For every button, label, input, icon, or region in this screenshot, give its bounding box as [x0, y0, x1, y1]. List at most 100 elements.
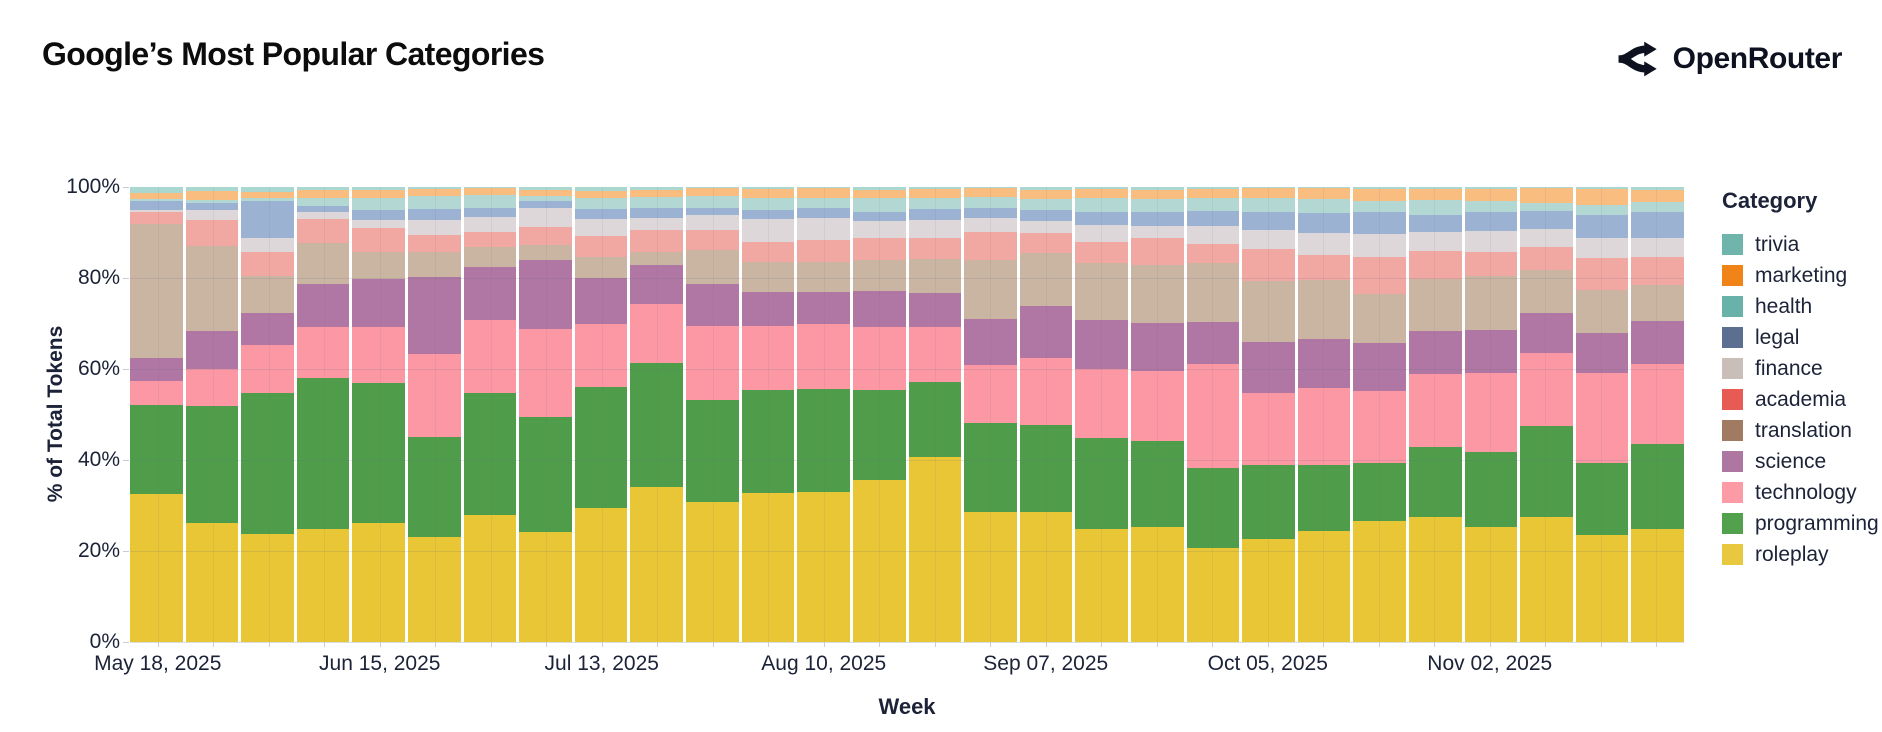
- bar-segment-legal[interactable]: [1575, 215, 1629, 239]
- bar-segment-legal[interactable]: [1520, 210, 1573, 230]
- bar-segment-programming[interactable]: [463, 393, 517, 516]
- bar-segment-technology[interactable]: [352, 326, 406, 384]
- bar-segment-legal[interactable]: [408, 209, 461, 221]
- bar-segment-programming[interactable]: [1130, 440, 1184, 528]
- bar-segment-technology[interactable]: [1575, 372, 1629, 464]
- bar-segment-programming[interactable]: [352, 383, 406, 524]
- bar-segment-translation[interactable]: [1520, 269, 1573, 313]
- bar-segment-marketing[interactable]: [296, 190, 350, 198]
- bar-segment-finance[interactable]: [630, 217, 684, 231]
- bar-segment-trivia[interactable]: [130, 187, 183, 193]
- bar-segment-health[interactable]: [797, 198, 850, 209]
- bar-segment-programming[interactable]: [908, 381, 962, 457]
- bar-segment-trivia[interactable]: [1130, 187, 1184, 191]
- bar-segment-legal[interactable]: [352, 210, 406, 221]
- bar-segment-finance[interactable]: [1297, 232, 1351, 255]
- bar-segment-legal[interactable]: [686, 207, 739, 216]
- bar-segment-science[interactable]: [1019, 306, 1073, 359]
- bar-segment-roleplay[interactable]: [1075, 529, 1128, 642]
- bar-segment-legal[interactable]: [130, 200, 183, 211]
- bar-segment-programming[interactable]: [185, 406, 239, 524]
- bar-segment-marketing[interactable]: [1186, 189, 1240, 199]
- bar-segment-finance[interactable]: [185, 210, 239, 221]
- bar-segment-technology[interactable]: [630, 303, 684, 364]
- bar-segment-academia[interactable]: [1242, 249, 1295, 281]
- bar-segment-legal[interactable]: [908, 209, 962, 221]
- bar-segment-technology[interactable]: [1075, 368, 1128, 439]
- bar-segment-science[interactable]: [797, 291, 850, 324]
- bar-segment-programming[interactable]: [852, 389, 906, 481]
- bar-segment-technology[interactable]: [574, 323, 628, 387]
- bar-segment-marketing[interactable]: [130, 192, 183, 200]
- bar-segment-health[interactable]: [686, 196, 739, 208]
- bar-segment-finance[interactable]: [1075, 225, 1128, 242]
- bar-segment-finance[interactable]: [519, 208, 572, 227]
- bar-segment-academia[interactable]: [408, 234, 461, 252]
- bar-segment-academia[interactable]: [686, 230, 739, 250]
- bar-segment-roleplay[interactable]: [1186, 548, 1240, 642]
- bar-segment-health[interactable]: [1409, 200, 1462, 216]
- bar-segment-academia[interactable]: [130, 212, 183, 225]
- bar-segment-academia[interactable]: [1631, 256, 1685, 286]
- bar-segment-technology[interactable]: [241, 344, 294, 394]
- bar-segment-technology[interactable]: [296, 326, 350, 379]
- bar-segment-legal[interactable]: [1186, 210, 1240, 227]
- bar-segment-legal[interactable]: [1075, 211, 1128, 226]
- bar-segment-science[interactable]: [741, 291, 795, 326]
- bar-segment-academia[interactable]: [1575, 258, 1629, 290]
- bar-segment-marketing[interactable]: [1409, 189, 1462, 201]
- bar-segment-programming[interactable]: [1409, 446, 1462, 518]
- bar-segment-finance[interactable]: [296, 211, 350, 220]
- bar-segment-translation[interactable]: [185, 245, 239, 331]
- bar-segment-academia[interactable]: [1464, 251, 1518, 277]
- bar-segment-academia[interactable]: [185, 220, 239, 246]
- bar-segment-legal[interactable]: [1130, 211, 1184, 227]
- bar-segment-programming[interactable]: [686, 399, 739, 502]
- bar-segment-trivia[interactable]: [1075, 187, 1128, 190]
- bar-segment-marketing[interactable]: [408, 189, 461, 197]
- bar-segment-technology[interactable]: [908, 327, 962, 382]
- legend-item-science[interactable]: science: [1722, 446, 1880, 477]
- bar-segment-science[interactable]: [1130, 322, 1184, 371]
- bar-segment-translation[interactable]: [1353, 293, 1407, 343]
- bar-segment-technology[interactable]: [1186, 364, 1240, 469]
- bar-segment-health[interactable]: [1297, 199, 1351, 213]
- bar-segment-marketing[interactable]: [241, 191, 294, 199]
- bar-segment-finance[interactable]: [1409, 231, 1462, 251]
- bar-segment-marketing[interactable]: [964, 188, 1017, 197]
- bar-segment-programming[interactable]: [519, 416, 572, 532]
- bar-segment-health[interactable]: [408, 196, 461, 210]
- bar-segment-health[interactable]: [964, 196, 1017, 209]
- bar-segment-legal[interactable]: [964, 208, 1017, 218]
- bar-segment-finance[interactable]: [1353, 233, 1407, 257]
- bar-segment-translation[interactable]: [686, 249, 739, 284]
- bar-segment-health[interactable]: [1520, 202, 1573, 211]
- bar-segment-technology[interactable]: [130, 380, 183, 405]
- bar-segment-programming[interactable]: [1186, 468, 1240, 549]
- bar-segment-academia[interactable]: [1130, 237, 1184, 265]
- bar-segment-finance[interactable]: [852, 220, 906, 238]
- bar-segment-marketing[interactable]: [185, 191, 239, 200]
- bar-segment-academia[interactable]: [1186, 243, 1240, 264]
- bar-segment-technology[interactable]: [463, 319, 517, 394]
- bar-segment-programming[interactable]: [1075, 438, 1128, 530]
- bar-segment-health[interactable]: [1575, 205, 1629, 216]
- bar-segment-translation[interactable]: [1186, 263, 1240, 322]
- bar-segment-legal[interactable]: [574, 209, 628, 220]
- bar-segment-legal[interactable]: [1409, 215, 1462, 232]
- bar-segment-marketing[interactable]: [1353, 189, 1407, 201]
- bar-segment-legal[interactable]: [519, 200, 572, 209]
- bar-segment-finance[interactable]: [241, 238, 294, 253]
- bar-segment-legal[interactable]: [185, 203, 239, 211]
- bar-segment-roleplay[interactable]: [1353, 520, 1407, 642]
- bar-segment-finance[interactable]: [352, 220, 406, 229]
- bar-segment-trivia[interactable]: [352, 187, 406, 191]
- bar-segment-technology[interactable]: [1297, 388, 1351, 466]
- bar-segment-marketing[interactable]: [741, 189, 795, 199]
- bar-segment-academia[interactable]: [630, 230, 684, 252]
- bar-segment-health[interactable]: [630, 196, 684, 209]
- bar-segment-roleplay[interactable]: [1520, 516, 1573, 642]
- bar-segment-trivia[interactable]: [574, 187, 628, 191]
- bar-segment-roleplay[interactable]: [1297, 530, 1351, 642]
- bar-segment-marketing[interactable]: [1297, 188, 1351, 200]
